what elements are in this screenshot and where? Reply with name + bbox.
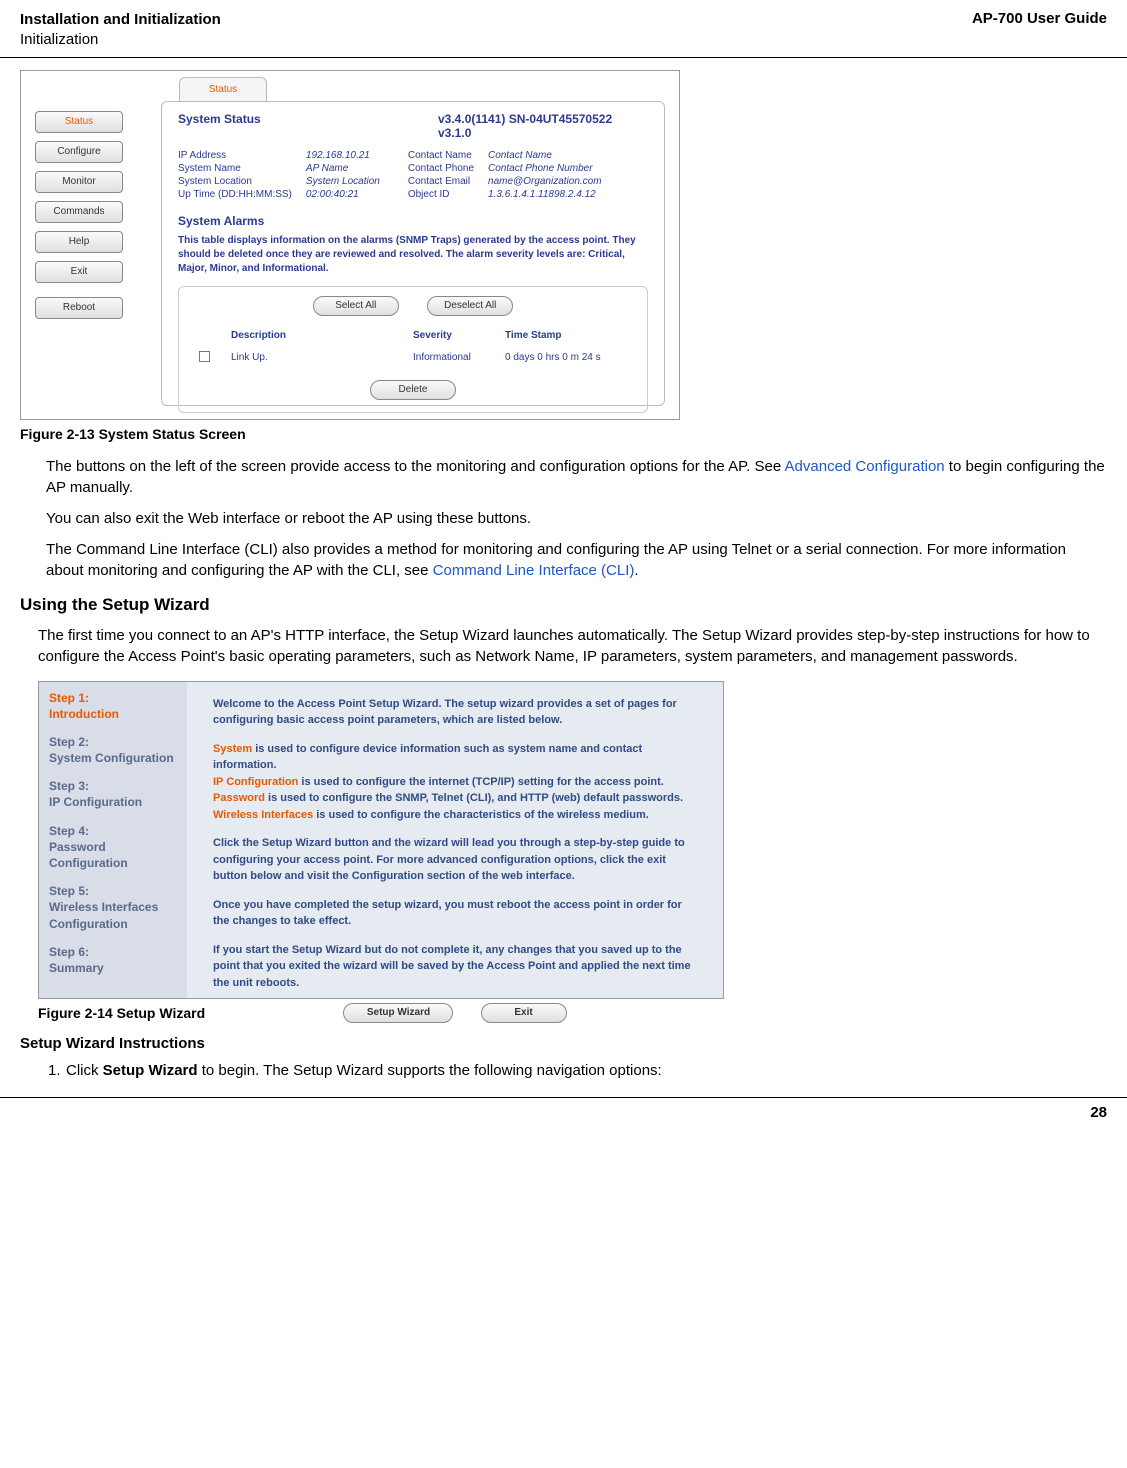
instruction-1: 1.Click Setup Wizard to begin. The Setup… [20,1060,1107,1081]
alarms-panel: Select All Deselect All Description Seve… [178,286,648,413]
heading-setup-wizard: Using the Setup Wizard [20,595,1107,615]
delete-button[interactable]: Delete [370,380,456,400]
col-check [193,326,223,345]
val-ip: 192.168.10.21 [306,150,380,161]
setup-wizard-intro: The first time you connect to an AP's HT… [38,625,1107,667]
wz-p3: Once you have completed the setup wizard… [213,897,697,930]
wz-keys: System is used to configure device infor… [213,741,697,824]
select-all-button[interactable]: Select All [313,296,399,316]
nav-commands-button[interactable]: Commands [35,201,123,223]
ss-sidebar: Status Configure Monitor Commands Help E… [35,111,135,327]
header-left: Installation and Initialization Initiali… [20,10,221,51]
wz-p4: If you start the Setup Wizard but do not… [213,942,697,992]
nav-help-button[interactable]: Help [35,231,123,253]
alarms-desc: This table displays information on the a… [178,234,648,276]
table-row: Link Up. Informational 0 days 0 hrs 0 m … [193,347,633,369]
nav-configure-button[interactable]: Configure [35,141,123,163]
status-panel: System Status v3.4.0(1141) SN-04UT455705… [161,101,665,406]
wz-p2: Click the Setup Wizard button and the wi… [213,835,697,885]
col-desc: Description [225,326,405,345]
val-uptime: 02:00:40:21 [306,189,380,200]
paragraph-3: The Command Line Interface (CLI) also pr… [20,539,1107,581]
wizard-step-4[interactable]: Step 4:Password Configuration [49,823,177,872]
page-header: Installation and Initialization Initiali… [0,10,1127,58]
table-header-row: Description Severity Time Stamp [193,326,633,345]
wizard-step-6[interactable]: Step 6:Summary [49,944,177,976]
val-cemail: name@Organization.com [488,176,602,187]
figure-2-13-caption: Figure 2-13 System Status Screen [20,426,1107,442]
wizard-step-5[interactable]: Step 5:Wireless Interfaces Configuration [49,883,177,932]
wizard-step-1[interactable]: Step 1:Introduction [49,690,177,722]
nav-exit-button[interactable]: Exit [35,261,123,283]
heading-instructions: Setup Wizard Instructions [20,1035,1107,1052]
page-footer: 28 [0,1097,1127,1121]
wizard-exit-button[interactable]: Exit [481,1003,567,1023]
val-cname: Contact Name [488,150,602,161]
deselect-all-button[interactable]: Deselect All [427,296,513,316]
lbl-cname: Contact Name [408,150,474,161]
lbl-oid: Object ID [408,189,474,200]
val-sysname: AP Name [306,163,380,174]
row-time: 0 days 0 hrs 0 m 24 s [499,347,633,369]
wizard-step-3[interactable]: Step 3:IP Configuration [49,778,177,810]
alarms-table: Description Severity Time Stamp Link Up.… [191,324,635,371]
system-status-screenshot: Status Configure Monitor Commands Help E… [20,70,680,420]
setup-wizard-button[interactable]: Setup Wizard [343,1003,453,1023]
version-sn: v3.4.0(1141) SN-04UT45570522 v3.1.0 [438,112,648,140]
nav-monitor-button[interactable]: Monitor [35,171,123,193]
val-oid: 1.3.6.1.4.1.11898.2.4.12 [488,189,602,200]
nav-reboot-button[interactable]: Reboot [35,297,123,319]
page-number: 28 [1090,1104,1107,1121]
paragraph-1: The buttons on the left of the screen pr… [20,456,1107,498]
val-cphone: Contact Phone Number [488,163,602,174]
lbl-sysname: System Name [178,163,292,174]
row-checkbox[interactable] [199,351,210,362]
link-cli[interactable]: Command Line Interface (CLI) [433,562,635,579]
val-sysloc: System Location [306,176,380,187]
setup-wizard-screenshot: Step 1:Introduction Step 2:System Config… [38,681,724,999]
link-advanced-config[interactable]: Advanced Configuration [785,458,945,475]
paragraph-2: You can also exit the Web interface or r… [20,508,1107,529]
panel-title: System Status [178,112,261,140]
lbl-cphone: Contact Phone [408,163,474,174]
col-time: Time Stamp [499,326,633,345]
lbl-ip: IP Address [178,150,292,161]
chapter-title: Installation and Initialization [20,10,221,30]
section-title: Initialization [20,30,221,50]
wizard-step-2[interactable]: Step 2:System Configuration [49,734,177,766]
wz-welcome: Welcome to the Access Point Setup Wizard… [213,696,697,729]
lbl-uptime: Up Time (DD:HH:MM:SS) [178,189,292,200]
alarms-title: System Alarms [178,214,648,228]
row-sev: Informational [407,347,497,369]
wizard-steps-sidebar: Step 1:Introduction Step 2:System Config… [39,682,187,998]
wizard-main: Welcome to the Access Point Setup Wizard… [187,682,723,998]
guide-name: AP-700 User Guide [972,10,1107,51]
nav-status-button[interactable]: Status [35,111,123,133]
col-sev: Severity [407,326,497,345]
lbl-sysloc: System Location [178,176,292,187]
status-tab[interactable]: Status [179,77,267,101]
lbl-cemail: Contact Email [408,176,474,187]
row-desc: Link Up. [225,347,405,369]
